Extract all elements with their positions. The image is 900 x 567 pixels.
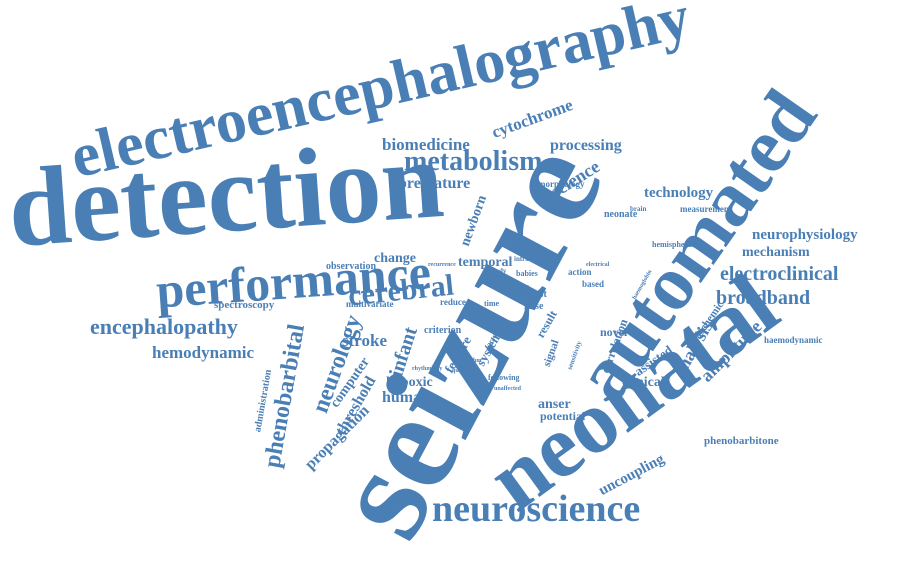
word-temporal: temporal <box>458 255 513 270</box>
word-criterion: criterion <box>424 325 462 336</box>
word-electrical: electrical <box>586 262 610 268</box>
word-reduce: reduce <box>440 297 466 307</box>
word-hemisphere: hemisphere <box>652 240 692 249</box>
word-action: action <box>568 267 592 277</box>
word-spectroscopy: spectroscopy <box>214 299 275 311</box>
word-based: based <box>582 279 605 289</box>
word-hypoxic: hypoxic <box>386 375 433 390</box>
word-change: change <box>374 251 416 266</box>
word-haemodynamic: haemodynamic <box>764 335 823 345</box>
word-technology: technology <box>644 185 714 201</box>
word-algorithm: algorithm <box>456 358 482 364</box>
word-neuroscience: neuroscience <box>432 488 641 530</box>
word-observation: observation <box>326 261 376 272</box>
word-human: human <box>382 389 431 406</box>
word-hemodynamic: hemodynamic <box>152 343 254 362</box>
word-premature: premature <box>398 175 471 192</box>
word-multivariate: multivariate <box>346 299 394 309</box>
word-burst: burst <box>524 289 547 300</box>
word-morphology: morphology <box>538 179 585 189</box>
word-pairs: pairs <box>516 284 530 290</box>
word-processing: processing <box>550 137 622 154</box>
word-anser: anser <box>538 397 571 412</box>
word-infrared: infrared <box>514 255 539 263</box>
word-metabolism: metabolism <box>404 146 543 177</box>
word-broadband: broadband <box>716 287 811 309</box>
word-cytochrome: cytochrome <box>489 95 576 142</box>
word-neonate: neonate <box>604 209 638 220</box>
word-measurement: measurement <box>680 204 732 214</box>
word-novel: novel <box>600 325 628 339</box>
word-phenobarbitone: phenobarbitone <box>704 435 779 447</box>
word-clinical: clinical <box>622 375 665 390</box>
word-recurrence: recurrence <box>428 262 456 268</box>
word-stroke: stroke <box>342 331 388 350</box>
word-rhythmicity: rhythmicity <box>412 366 443 372</box>
word-false: false <box>524 301 544 312</box>
word-study: study <box>490 267 507 275</box>
word-babies: babies <box>516 269 538 278</box>
word-encephalopathy: encephalopathy <box>90 314 238 339</box>
word-unaffected: unaffected <box>494 386 521 392</box>
word-neurophysiology: neurophysiology <box>752 227 858 243</box>
word-following: following <box>488 373 520 382</box>
word-time: time <box>484 299 500 308</box>
word-brain: brain <box>630 205 647 213</box>
word-biomedicine: biomedicine <box>382 135 470 154</box>
word-quantified: quantified <box>452 368 479 374</box>
word-mechanism: mechanism <box>742 245 810 260</box>
word-potential: potential <box>540 409 586 423</box>
word-electroclinical: electroclinical <box>720 263 839 285</box>
